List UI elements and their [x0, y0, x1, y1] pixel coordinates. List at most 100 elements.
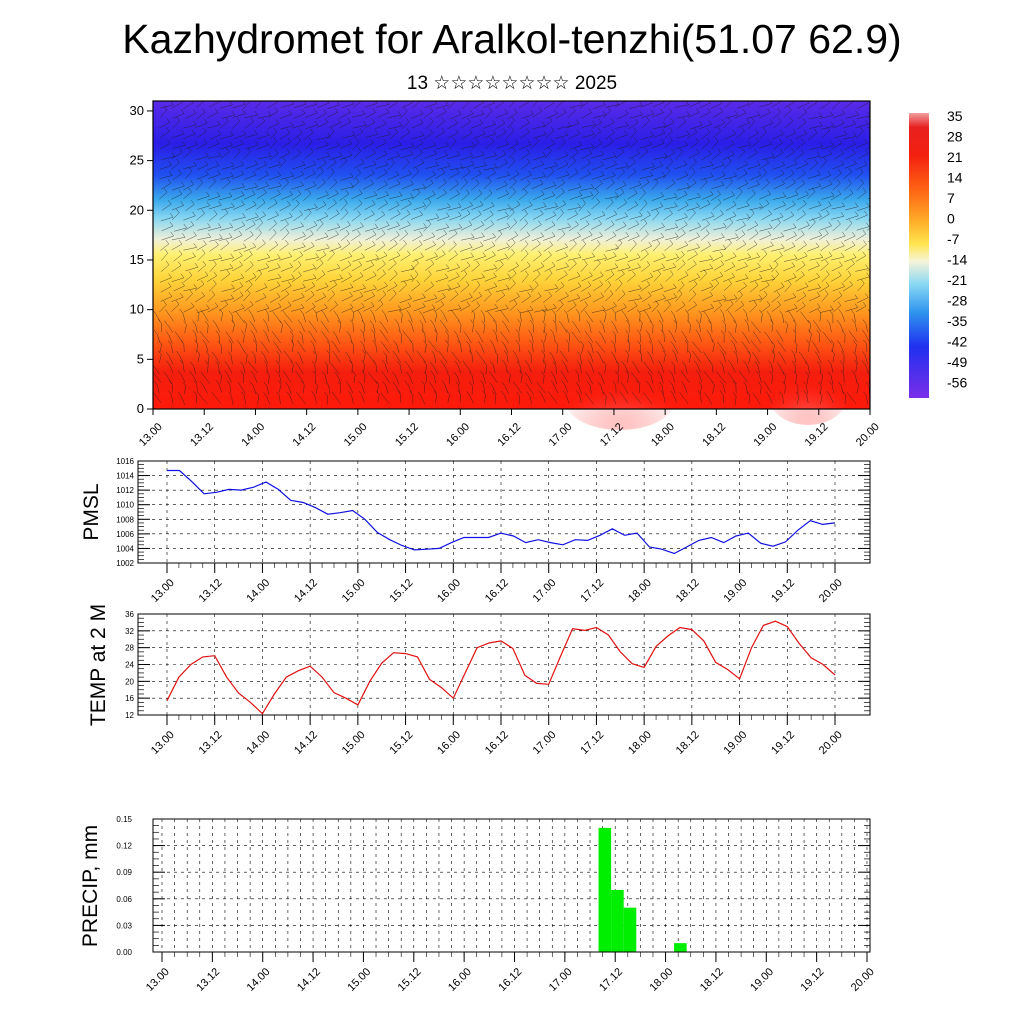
- wind-barb-flag: [380, 341, 385, 346]
- wind-barb: [605, 182, 615, 190]
- wind-barb-flag: [480, 310, 485, 315]
- wind-barb-flag: [299, 330, 303, 336]
- wind-barb: [771, 295, 781, 303]
- wind-barb: [651, 112, 664, 118]
- wind-barb-flag: [853, 132, 857, 137]
- wind-barb-flag: [333, 178, 338, 183]
- wind-barb-flag: [242, 101, 246, 105]
- wind-barb: [171, 162, 180, 170]
- wind-barb-flag: [769, 319, 774, 324]
- wind-barb: [410, 214, 423, 220]
- wind-barb: [723, 161, 732, 169]
- wind-barb-flag: [611, 320, 615, 326]
- wind-barb: [448, 254, 458, 262]
- wind-barb-flag: [372, 149, 376, 154]
- wind-barb-flag: [529, 339, 533, 345]
- wind-barb-flag: [289, 212, 293, 217]
- wind-barb: [605, 247, 619, 252]
- wind-barb: [587, 396, 594, 405]
- wind-barb: [563, 374, 569, 383]
- wind-barb-flag: [482, 101, 484, 103]
- wind-barb-flag: [277, 160, 281, 165]
- wind-barb-flag: [651, 162, 655, 167]
- wind-barb-flag: [470, 160, 475, 166]
- wind-barb: [377, 394, 380, 404]
- wind-barb-flag: [514, 139, 519, 144]
- wind-barb: [280, 224, 289, 232]
- wind-barb: [639, 151, 648, 159]
- wind-barb-flag: [418, 240, 423, 245]
- wind-barb: [311, 324, 318, 333]
- wind-barb: [605, 132, 615, 140]
- wind-barb: [688, 354, 692, 363]
- wind-barb: [279, 243, 289, 251]
- wind-barb-flag: [601, 305, 606, 310]
- wind-barb-flag: [241, 190, 245, 196]
- wind-barb: [339, 193, 349, 201]
- wind-barb-flag: [697, 222, 701, 227]
- wind-barb: [741, 374, 749, 383]
- wind-barb-flag: [492, 251, 496, 256]
- wind-barb: [268, 164, 281, 169]
- wind-barb-flag: [475, 138, 480, 143]
- wind-barb-flag: [312, 264, 316, 269]
- wind-barb-flag: [154, 381, 158, 386]
- wind-barb: [664, 140, 673, 149]
- wind-barb-flag: [564, 252, 568, 257]
- wind-barb-flag: [815, 101, 817, 103]
- wind-barb-flag: [661, 263, 665, 268]
- wind-barb: [412, 244, 423, 251]
- wind-barb-flag: [668, 108, 673, 113]
- wind-barb-flag: [750, 340, 755, 345]
- wind-barb-flag: [379, 321, 383, 326]
- precip-grid: [153, 818, 870, 953]
- wind-barb: [688, 236, 700, 242]
- wind-barb: [821, 274, 830, 282]
- wind-barb: [327, 253, 335, 262]
- wind-barb-flag: [398, 330, 402, 335]
- wind-barb-flag: [480, 370, 484, 376]
- wind-barb: [168, 313, 174, 322]
- wind-barb-flag: [309, 137, 313, 143]
- wind-barb-flag: [441, 127, 445, 133]
- wind-barb-flag: [741, 126, 745, 132]
- wind-barb-flag: [467, 117, 471, 123]
- wind-barb: [530, 313, 534, 322]
- cs-x-tick-label: 14.12: [291, 421, 319, 449]
- wind-barb: [269, 296, 281, 303]
- wind-barb-flag: [310, 340, 314, 345]
- wind-barb-flag: [878, 129, 881, 133]
- x-tick-label: 17.12: [578, 729, 606, 757]
- wind-barb: [316, 247, 330, 252]
- wind-barb-flag: [349, 172, 354, 177]
- wind-barb: [436, 121, 445, 129]
- wind-barb-flag: [285, 290, 289, 295]
- wind-barb: [442, 323, 449, 332]
- wind-barb: [677, 274, 689, 282]
- wind-barb-flag: [596, 350, 600, 355]
- wind-barb: [735, 324, 737, 333]
- wind-barb-flag: [731, 150, 735, 155]
- wind-barb-flag: [348, 252, 353, 257]
- wind-barb: [832, 223, 841, 232]
- wind-barb-flag: [562, 200, 567, 205]
- wind-barb-flag: [755, 129, 759, 134]
- wind-barb-flag: [669, 127, 673, 132]
- wind-barb: [483, 133, 497, 139]
- wind-barb: [496, 184, 508, 191]
- wind-barb-flag: [823, 156, 827, 162]
- wind-barb-flag: [275, 119, 280, 124]
- wind-barb-flag: [758, 274, 763, 279]
- wind-barb-flag: [178, 169, 182, 174]
- wind-barb: [587, 334, 594, 343]
- wind-barb-flag: [684, 171, 689, 176]
- wind-barb-flag: [255, 391, 260, 396]
- wind-barb-flag: [577, 203, 581, 208]
- wind-barb-flag: [717, 198, 722, 204]
- wind-barb-flag: [253, 200, 257, 206]
- wind-barb-flag: [558, 320, 563, 326]
- wind-barb-flag: [754, 360, 758, 366]
- wind-barb-flag: [710, 211, 715, 217]
- wind-barb: [478, 334, 484, 343]
